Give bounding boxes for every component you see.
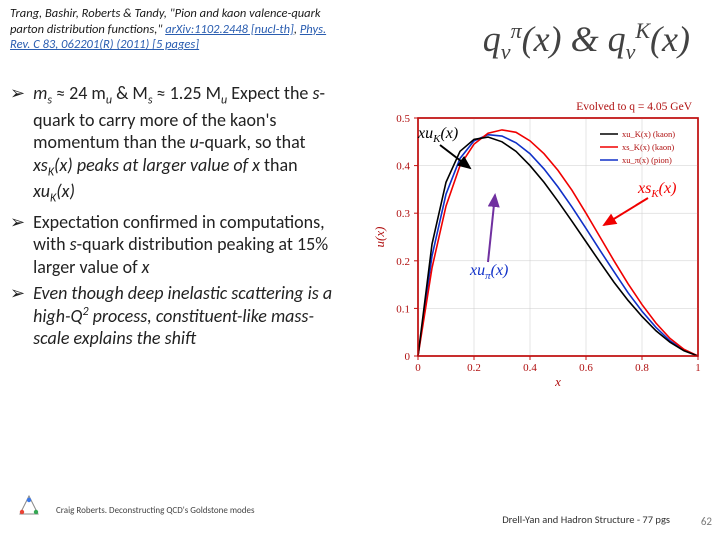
t: than xyxy=(260,154,298,176)
t: (x) xyxy=(659,180,677,197)
bullet-2: ➢ Expectation confirmed in computations,… xyxy=(10,211,340,279)
title-x2: (x) xyxy=(650,19,690,59)
t: K xyxy=(651,188,658,200)
t: m xyxy=(33,82,47,104)
bullet-1: ➢ ms ≈ 24 mu & Ms ≈ 1.25 Mu Expect the s… xyxy=(10,82,340,207)
slide-number: 62 xyxy=(701,515,712,528)
t: xs xyxy=(638,180,651,197)
t: -quark distribution peaking at 15% large… xyxy=(33,233,328,278)
t: (x) peaks at larger value of xyxy=(54,154,252,176)
title-sup-pi: π xyxy=(511,18,522,43)
t: Expect the xyxy=(227,82,312,104)
t: xu xyxy=(418,125,433,142)
annot-xsK: xsK(x) xyxy=(638,180,676,200)
title-sub-v2: v xyxy=(626,39,636,64)
bullet-arrow-icon: ➢ xyxy=(10,211,25,279)
t: (x) xyxy=(440,125,458,142)
svg-text:1: 1 xyxy=(695,362,701,374)
bullet-3: ➢ Even though deep inelastic scattering … xyxy=(10,282,340,350)
citation-block: Trang, Bashir, Roberts & Tandy, "Pion an… xyxy=(10,6,340,53)
t: -quark, so that xyxy=(199,131,306,153)
svg-text:0.2: 0.2 xyxy=(396,256,410,268)
title-x1: (x) xyxy=(522,19,562,59)
title-amp: & xyxy=(562,19,608,59)
svg-text:x: x xyxy=(554,374,561,389)
t: ≈ 1.25 M xyxy=(152,82,220,104)
svg-text:0.1: 0.1 xyxy=(396,303,410,315)
svg-text:0.6: 0.6 xyxy=(579,362,593,374)
t: xs xyxy=(33,154,48,176)
citation-authors: Trang, Bashir, Roberts & Tandy, xyxy=(10,6,170,21)
svg-text:0.3: 0.3 xyxy=(396,208,410,220)
svg-text:Evolved to q = 4.05 GeV: Evolved to q = 4.05 GeV xyxy=(576,101,692,113)
t: x xyxy=(142,256,150,278)
svg-text:xs_K(x) (kaon): xs_K(x) (kaon) xyxy=(622,142,674,152)
bullet-1-text: ms ≈ 24 mu & Ms ≈ 1.25 Mu Expect the s-q… xyxy=(33,82,340,207)
bullet-2-text: Expectation confirmed in computations, w… xyxy=(33,211,340,279)
title-q2: q xyxy=(608,19,626,59)
citation-link-arxiv[interactable]: arXiv:1102.2448 [nucl-th] xyxy=(165,22,294,37)
logo-icon xyxy=(16,494,42,520)
svg-text:u(x): u(x) xyxy=(372,227,387,248)
svg-text:0.4: 0.4 xyxy=(523,362,537,374)
footer-left: Craig Roberts. Deconstructing QCD's Gold… xyxy=(56,505,255,516)
svg-text:0.8: 0.8 xyxy=(635,362,649,374)
svg-text:0.4: 0.4 xyxy=(396,161,410,173)
t: u xyxy=(190,131,199,153)
svg-text:0: 0 xyxy=(405,351,411,363)
svg-text:xu_π(x) (pion): xu_π(x) (pion) xyxy=(622,155,672,165)
slide-title: qvπ(x) & qvK(x) xyxy=(483,18,690,65)
bullet-arrow-icon: ➢ xyxy=(10,282,25,350)
svg-text:xu_K(x) (kaon): xu_K(x) (kaon) xyxy=(622,129,675,139)
svg-text:0.2: 0.2 xyxy=(467,362,481,374)
t: xu xyxy=(33,180,50,202)
t: & M xyxy=(112,82,148,104)
title-q1: q xyxy=(483,19,501,59)
t: x xyxy=(252,154,260,176)
t: s xyxy=(70,233,77,255)
title-sup-K: K xyxy=(635,18,650,43)
t: xu xyxy=(470,262,485,279)
annot-xuK: xuK(x) xyxy=(418,125,458,145)
svg-text:0.5: 0.5 xyxy=(396,113,410,125)
bullet-3-text: Even though deep inelastic scattering is… xyxy=(33,282,340,350)
title-sub-v1: v xyxy=(501,39,511,64)
svg-text:0: 0 xyxy=(415,362,421,374)
bullet-list: ➢ ms ≈ 24 mu & Ms ≈ 1.25 Mu Expect the s… xyxy=(10,82,340,354)
t: ≈ 24 m xyxy=(52,82,106,104)
bullet-arrow-icon: ➢ xyxy=(10,82,25,207)
t: (x) xyxy=(56,180,75,202)
t: (x) xyxy=(491,262,509,279)
footer-right: Drell-Yan and Hadron Structure - 77 pgs xyxy=(502,513,670,526)
annot-xupi: xuπ(x) xyxy=(470,262,508,282)
